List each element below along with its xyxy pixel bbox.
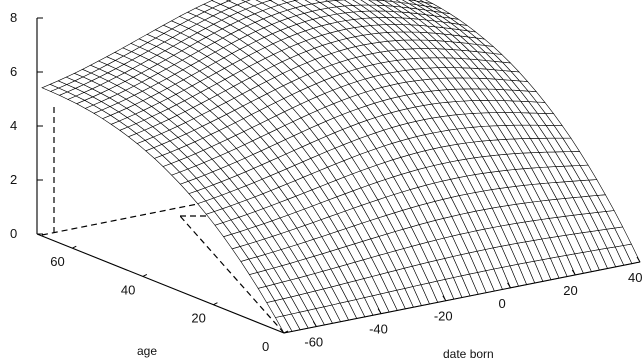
x-tick bbox=[636, 256, 641, 263]
z-tick-label: 4 bbox=[10, 118, 17, 133]
x-tick-label: 40 bbox=[628, 270, 642, 285]
x-tick-label: 0 bbox=[499, 296, 506, 311]
x-tick-label: -40 bbox=[369, 322, 388, 337]
surface-face bbox=[389, 0, 401, 3]
surface-face bbox=[255, 0, 271, 4]
z-tick-label: 6 bbox=[10, 64, 17, 79]
z-tick-label: 0 bbox=[10, 226, 17, 241]
y-axis-line bbox=[36, 233, 285, 334]
y-tick-label: 20 bbox=[191, 311, 205, 326]
surface-mesh bbox=[41, 0, 641, 334]
z-tick-label: 8 bbox=[10, 10, 17, 25]
surface-face bbox=[227, 0, 247, 6]
y-tick-label: 40 bbox=[121, 282, 135, 297]
surface-face bbox=[304, 0, 321, 5]
surface-face bbox=[395, 0, 410, 4]
surface-face bbox=[343, 0, 362, 6]
surface-face bbox=[325, 0, 337, 2]
surface-face bbox=[360, 0, 379, 6]
x-tick bbox=[507, 282, 511, 289]
x-tick-label: 20 bbox=[563, 283, 577, 298]
z-tick-label: 2 bbox=[10, 172, 17, 187]
y-tick bbox=[142, 273, 148, 277]
y-tick bbox=[72, 245, 77, 249]
inner-dashed-edge bbox=[179, 215, 285, 334]
surface-face bbox=[375, 0, 385, 1]
x-tick bbox=[312, 321, 317, 327]
x-tick-label: -20 bbox=[434, 309, 453, 324]
y-tick bbox=[283, 330, 289, 334]
y-tick-label: 0 bbox=[262, 339, 269, 354]
y-axis-label: age bbox=[137, 344, 157, 358]
surface-face bbox=[419, 0, 433, 4]
surface-face bbox=[413, 0, 425, 3]
surface-face bbox=[244, 0, 263, 7]
surface-face bbox=[352, 0, 370, 6]
tick-labels: 0 2 4 6 8 0 20 40 60 -60 -40 -20 0 20 40 bbox=[10, 10, 642, 354]
x-axis-line bbox=[283, 261, 641, 334]
surface-face bbox=[281, 0, 296, 3]
surface-face bbox=[241, 0, 251, 2]
surface-face bbox=[335, 0, 354, 7]
surface-face bbox=[225, 0, 232, 2]
x-tick bbox=[571, 269, 576, 276]
surface-face bbox=[402, 0, 418, 5]
y-tick bbox=[213, 302, 218, 306]
surface-face bbox=[315, 0, 329, 3]
axes bbox=[36, 17, 641, 334]
surface-face bbox=[269, 0, 288, 6]
x-tick-label: -60 bbox=[304, 335, 323, 350]
y-tick-label: 60 bbox=[50, 254, 64, 269]
surface-face bbox=[211, 0, 230, 5]
surface-face bbox=[293, 0, 299, 1]
x-tick bbox=[442, 295, 447, 301]
x-axis-label: date born bbox=[443, 347, 494, 361]
x-tick bbox=[377, 308, 382, 314]
